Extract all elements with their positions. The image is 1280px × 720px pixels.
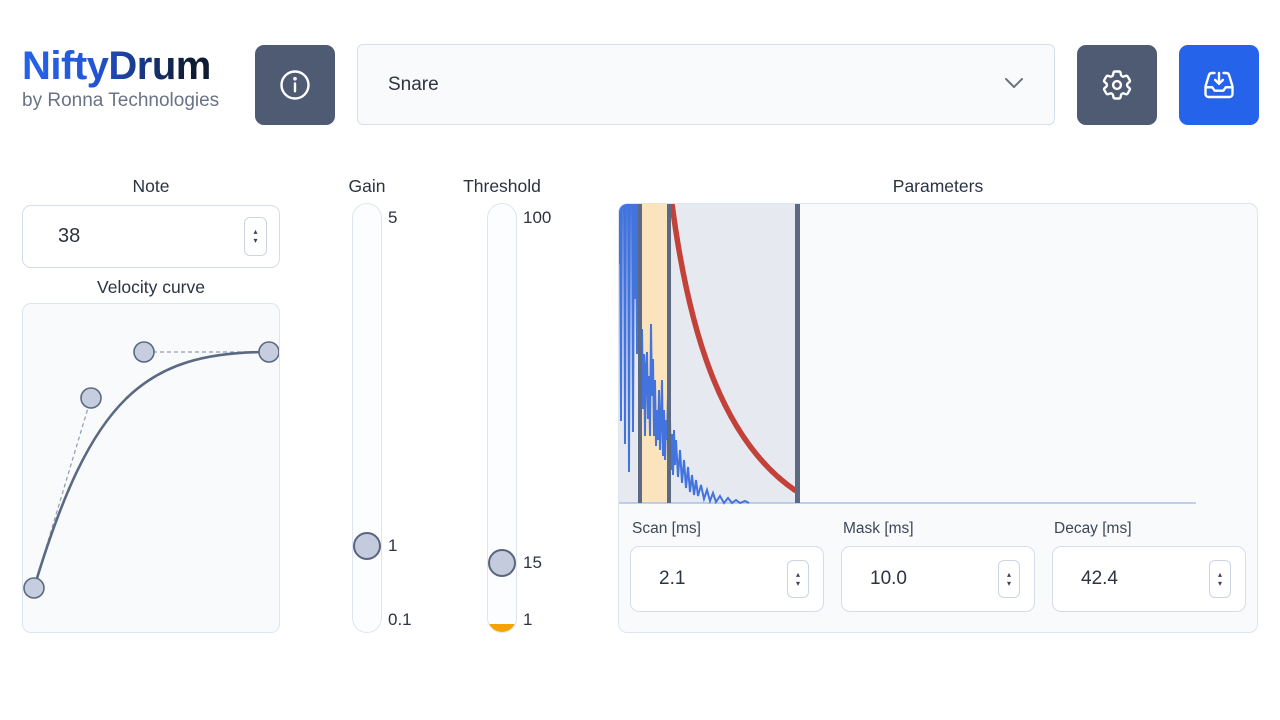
velocity-curve-path bbox=[32, 350, 270, 589]
scan-field-label: Scan [ms] bbox=[632, 520, 701, 537]
parameter-fields: Scan [ms] 2.1 ▴ ▾ Mask [ms] 10.0 ▴ ▾ Decay… bbox=[619, 516, 1257, 612]
gain-min-tick: 0.1 bbox=[388, 610, 412, 629]
scan-stepper[interactable]: ▴ ▾ bbox=[787, 560, 809, 598]
chart-marker-decay[interactable] bbox=[795, 204, 800, 503]
brand-block: NiftyDrum by Ronna Technologies bbox=[22, 44, 219, 112]
chart-decay-curve bbox=[669, 204, 798, 494]
velocity-control-point-1[interactable] bbox=[80, 387, 102, 409]
stepper-up-icon: ▴ bbox=[1006, 569, 1011, 579]
gain-max-tick: 5 bbox=[388, 208, 398, 227]
gear-icon bbox=[1102, 70, 1132, 100]
note-input[interactable]: 38 ▴ ▾ bbox=[22, 205, 280, 268]
save-button[interactable] bbox=[1179, 45, 1259, 125]
stepper-down-icon: ▾ bbox=[253, 236, 258, 245]
info-button[interactable] bbox=[255, 45, 335, 125]
decay-input[interactable]: 42.4 ▴ ▾ bbox=[1052, 546, 1246, 612]
settings-button[interactable] bbox=[1077, 45, 1157, 125]
inbox-arrow-down-icon bbox=[1204, 71, 1234, 99]
scan-field: Scan [ms] 2.1 ▴ ▾ bbox=[630, 516, 824, 612]
threshold-slider-thumb[interactable] bbox=[488, 549, 516, 577]
decay-field: Decay [ms] 42.4 ▴ ▾ bbox=[1052, 516, 1246, 612]
decay-value: 42.4 bbox=[1081, 568, 1118, 589]
chart-marker-scan[interactable] bbox=[638, 204, 642, 503]
detection-chart[interactable] bbox=[619, 204, 1257, 511]
decay-stepper[interactable]: ▴ ▾ bbox=[1209, 560, 1231, 598]
velocity-curve-label: Velocity curve bbox=[97, 277, 205, 297]
app-title: NiftyDrum bbox=[22, 44, 219, 88]
velocity-control-point-2[interactable] bbox=[133, 341, 155, 363]
threshold-max-tick: 100 bbox=[523, 208, 552, 227]
note-label: Note bbox=[132, 176, 170, 196]
mask-value: 10.0 bbox=[870, 568, 907, 589]
stepper-up-icon: ▴ bbox=[795, 569, 800, 579]
stepper-down-icon: ▾ bbox=[1217, 578, 1222, 588]
velocity-handle-line-a bbox=[33, 397, 92, 589]
info-circle-icon bbox=[280, 70, 310, 100]
stepper-up-icon: ▴ bbox=[1217, 569, 1222, 579]
threshold-level-meter bbox=[488, 624, 516, 632]
gain-value-tick: 1 bbox=[388, 536, 398, 555]
preset-select-value: Snare bbox=[388, 73, 439, 95]
mask-field-label: Mask [ms] bbox=[843, 520, 914, 537]
gain-label: Gain bbox=[348, 176, 386, 196]
mask-field: Mask [ms] 10.0 ▴ ▾ bbox=[841, 516, 1035, 612]
velocity-anchor-start[interactable] bbox=[23, 577, 45, 599]
stepper-down-icon: ▾ bbox=[1006, 578, 1011, 588]
preset-select[interactable]: Snare bbox=[357, 44, 1055, 125]
gain-slider-thumb[interactable] bbox=[353, 532, 381, 560]
decay-field-label: Decay [ms] bbox=[1054, 520, 1132, 537]
note-value: 38 bbox=[58, 225, 81, 247]
mask-stepper[interactable]: ▴ ▾ bbox=[998, 560, 1020, 598]
mask-input[interactable]: 10.0 ▴ ▾ bbox=[841, 546, 1035, 612]
scan-value: 2.1 bbox=[659, 568, 686, 589]
threshold-value-tick: 15 bbox=[523, 553, 542, 572]
threshold-label: Threshold bbox=[463, 176, 541, 196]
velocity-anchor-end[interactable] bbox=[258, 341, 279, 363]
scan-input[interactable]: 2.1 ▴ ▾ bbox=[630, 546, 824, 612]
chart-mask-region bbox=[641, 204, 667, 503]
parameters-panel: Scan [ms] 2.1 ▴ ▾ Mask [ms] 10.0 ▴ ▾ Decay… bbox=[618, 203, 1258, 633]
gain-slider-track[interactable] bbox=[352, 203, 382, 633]
note-stepper[interactable]: ▴ ▾ bbox=[244, 217, 267, 256]
parameters-label: Parameters bbox=[892, 176, 984, 196]
app-subtitle: by Ronna Technologies bbox=[22, 90, 220, 111]
chevron-down-icon bbox=[1004, 76, 1024, 94]
chart-marker-mask[interactable] bbox=[667, 204, 671, 503]
stepper-up-icon: ▴ bbox=[253, 227, 258, 236]
stepper-down-icon: ▾ bbox=[795, 578, 800, 588]
chart-waveform bbox=[619, 204, 750, 505]
velocity-curve-editor[interactable] bbox=[22, 303, 280, 633]
threshold-min-tick: 1 bbox=[523, 610, 533, 629]
